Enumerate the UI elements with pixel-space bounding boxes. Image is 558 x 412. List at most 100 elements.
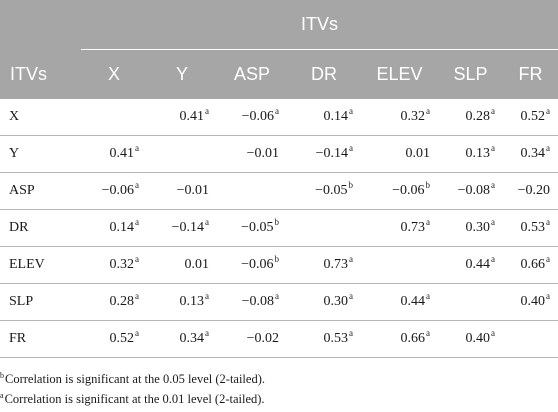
- cell-value: 0.44: [465, 257, 491, 272]
- cell-value: −0.08: [457, 183, 490, 198]
- column-header-elev: ELEV: [361, 49, 438, 99]
- cell-value: 0.52: [109, 331, 135, 346]
- table-cell: −0.01: [147, 172, 217, 210]
- cell-value: 0.40: [465, 331, 491, 346]
- table-cell: −0.14a: [147, 209, 217, 247]
- significance-mark: b: [348, 180, 354, 191]
- table-row: FR 0.52a 0.34a −0.02 0.53a 0.66a 0.40a: [0, 320, 558, 358]
- table-cell: 0.66a: [503, 246, 558, 284]
- significance-mark: a: [349, 254, 353, 265]
- column-header-y: Y: [147, 49, 217, 99]
- significance-mark: a: [349, 143, 353, 154]
- cell-value: −0.05: [315, 183, 348, 198]
- significance-mark: a: [546, 291, 551, 302]
- significance-mark: a: [491, 254, 495, 265]
- table-row: ELEV 0.32a 0.01 −0.06b 0.73a 0.44a 0.66a: [0, 246, 558, 284]
- row-label: Y: [0, 135, 81, 173]
- table-cell: 0.14a: [81, 209, 147, 247]
- cell-value: −0.06: [101, 183, 134, 198]
- table-cell: 0.53a: [287, 320, 361, 358]
- table-cell: −0.08a: [438, 172, 503, 210]
- cell-value: −0.20: [517, 183, 551, 198]
- table-cell: −0.05b: [217, 209, 287, 247]
- cell-value: −0.06: [241, 257, 274, 272]
- column-header-asp: ASP: [217, 49, 287, 99]
- cell-value: 0.14: [323, 109, 349, 124]
- significance-mark: a: [135, 180, 139, 191]
- significance-mark: a: [275, 106, 279, 117]
- cell-value: 0.28: [465, 109, 491, 124]
- significance-mark: a: [426, 291, 430, 302]
- cell-value: 0.13: [465, 146, 491, 161]
- table-cell: 0.40a: [438, 320, 503, 358]
- cell-value: 0.52: [520, 109, 546, 124]
- table-cell: 0.40a: [503, 283, 558, 321]
- cell-value: −0.06: [241, 109, 274, 124]
- cell-value: 0.53: [520, 220, 546, 235]
- table-cell: 0.28a: [438, 99, 503, 136]
- cell-value: −0.05: [241, 220, 274, 235]
- significance-mark: a: [491, 217, 495, 228]
- table-cell: 0.30a: [287, 283, 361, 321]
- significance-mark: a: [546, 143, 551, 154]
- table-cell: −0.01: [217, 135, 287, 173]
- table-cell: 0.44a: [438, 246, 503, 284]
- table-cell: 0.53a: [503, 209, 558, 247]
- footnote: bCorrelation is significant at the 0.05 …: [0, 369, 558, 389]
- table-cell: −0.06a: [81, 172, 147, 210]
- significance-mark: a: [135, 291, 139, 302]
- table-cell: 0.14a: [287, 99, 361, 136]
- cell-value: 0.73: [400, 220, 426, 235]
- row-label: SLP: [0, 283, 81, 321]
- table-cell: 0.01: [361, 135, 438, 173]
- column-header-x: X: [81, 49, 147, 99]
- cell-value: 0.32: [400, 109, 426, 124]
- significance-mark: a: [205, 328, 209, 339]
- table-cell: [217, 172, 287, 210]
- cell-value: 0.32: [109, 257, 135, 272]
- significance-mark: a: [491, 143, 495, 154]
- table-cell: −0.06b: [361, 172, 438, 210]
- footnote-mark: b: [0, 370, 4, 380]
- row-label: FR: [0, 320, 81, 358]
- table-cell: 0.41a: [147, 99, 217, 136]
- significance-mark: a: [349, 106, 353, 117]
- table-cell: −0.02: [217, 320, 287, 358]
- cell-value: 0.41: [179, 109, 205, 124]
- table-cell: [438, 283, 503, 321]
- table-cell: −0.14a: [287, 135, 361, 173]
- column-header-dr: DR: [287, 49, 361, 99]
- row-label: ELEV: [0, 246, 81, 284]
- significance-mark: a: [491, 106, 495, 117]
- table-row: ASP −0.06a −0.01 −0.05b −0.06b −0.08a −0.20: [0, 172, 558, 210]
- cell-value: 0.73: [323, 257, 349, 272]
- cell-value: −0.08: [241, 294, 274, 309]
- significance-mark: a: [135, 143, 139, 154]
- table-cell: −0.06b: [217, 246, 287, 284]
- table-cell: [81, 99, 147, 136]
- cell-value: 0.28: [109, 294, 135, 309]
- table-cell: [147, 135, 217, 173]
- significance-mark: a: [349, 328, 353, 339]
- cell-value: −0.14: [171, 220, 204, 235]
- table-cell: [361, 246, 438, 284]
- table-body: X 0.41a −0.06a 0.14a 0.32a 0.28a 0.52a Y 0.41a −0…: [0, 99, 558, 358]
- cell-value: 0.44: [400, 294, 426, 309]
- table-cell: 0.73a: [361, 209, 438, 247]
- table-cell: 0.28a: [81, 283, 147, 321]
- significance-mark: b: [274, 217, 280, 228]
- cell-value: 0.01: [405, 146, 431, 161]
- table-cell: −0.08a: [217, 283, 287, 321]
- significance-mark: a: [426, 328, 430, 339]
- cell-value: −0.02: [246, 331, 279, 346]
- significance-mark: a: [275, 291, 279, 302]
- table-cell: [287, 209, 361, 247]
- table-cell: 0.32a: [81, 246, 147, 284]
- footnote: aCorrelation is significant at the 0.01 …: [0, 389, 558, 409]
- cell-value: −0.01: [176, 183, 209, 198]
- significance-mark: a: [135, 254, 139, 265]
- significance-mark: a: [349, 291, 353, 302]
- table-cell: −0.20: [503, 172, 558, 210]
- table-cell: 0.13a: [147, 283, 217, 321]
- correlation-table: ITVs ITVs X Y ASP DR ELEV SLP FR X 0.41a −0.06a 0…: [0, 0, 558, 358]
